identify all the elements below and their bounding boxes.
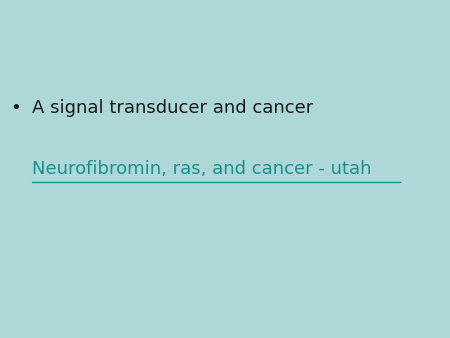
Text: Neurofibromin, ras, and cancer - utah: Neurofibromin, ras, and cancer - utah (32, 160, 371, 178)
Text: A signal transducer and cancer: A signal transducer and cancer (32, 99, 313, 117)
Text: •: • (10, 99, 21, 117)
